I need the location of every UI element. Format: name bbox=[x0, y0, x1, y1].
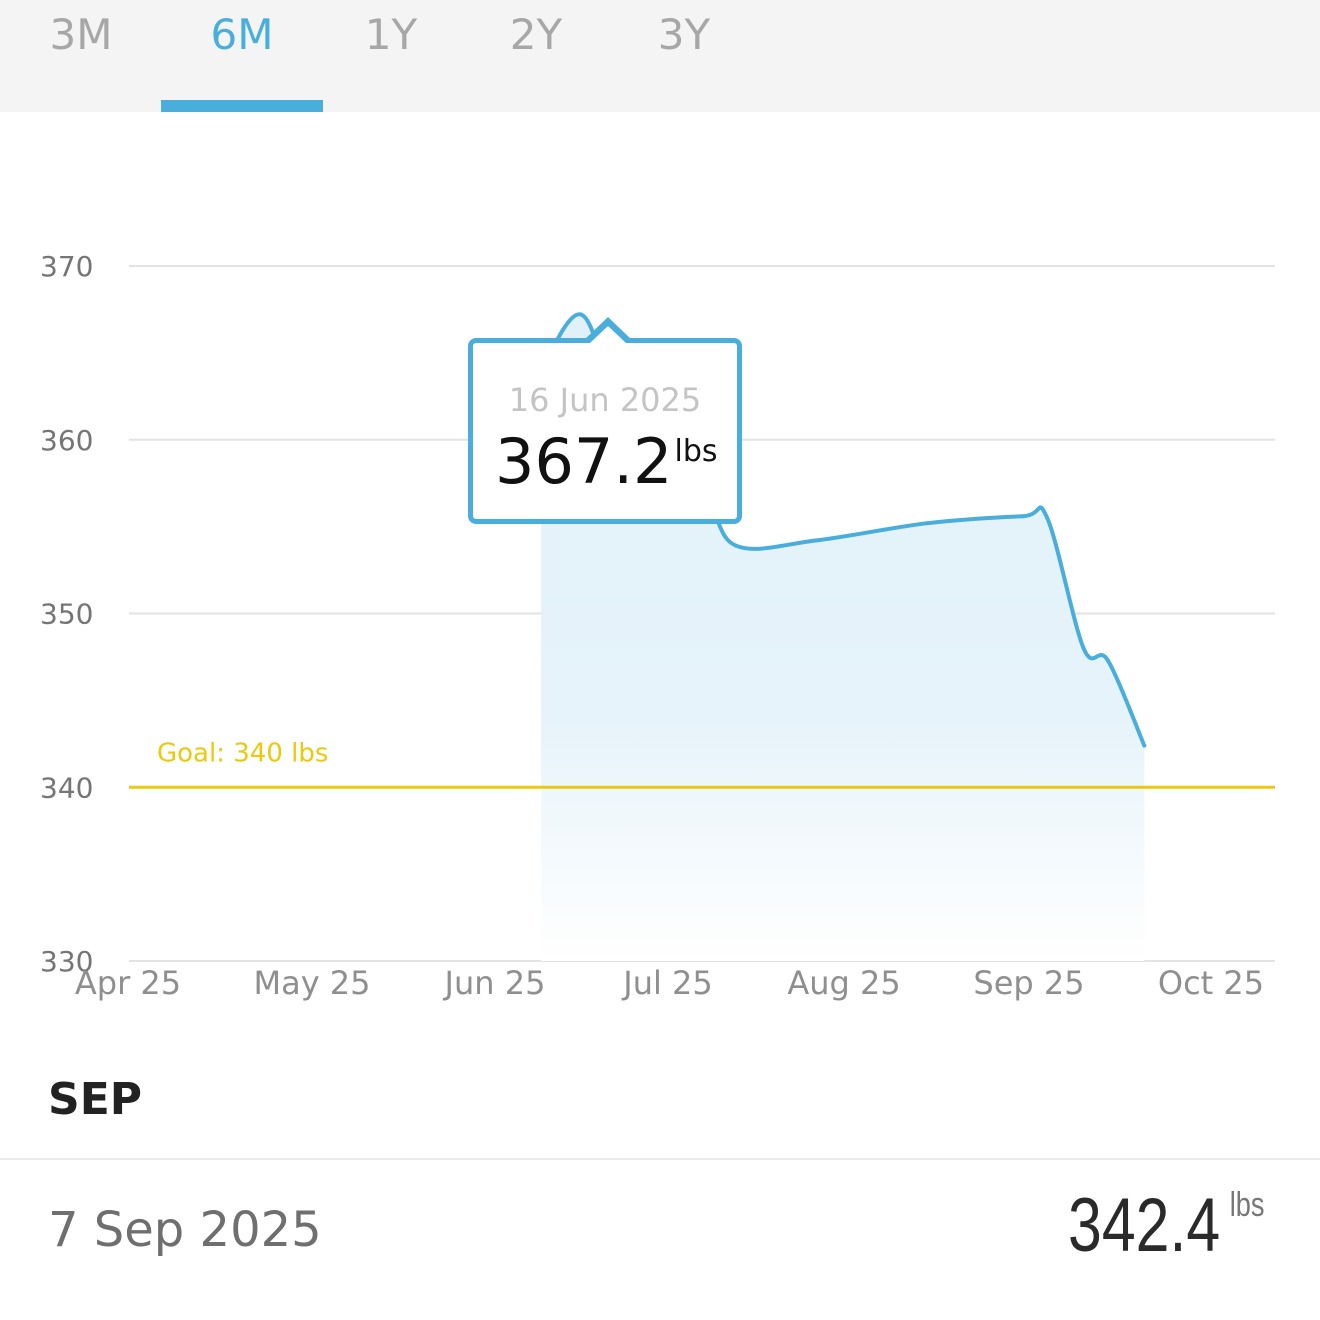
x-tick-label: Apr 25 bbox=[75, 964, 181, 1002]
tooltip-date: 16 Jun 2025 bbox=[508, 381, 702, 419]
tab-6m-label: 6M bbox=[210, 10, 274, 59]
entry-date: 7 Sep 2025 bbox=[48, 1202, 322, 1258]
period-tab-bar: 3M 6M 1Y 2Y 3Y bbox=[0, 0, 1320, 112]
weight-area-fill bbox=[541, 314, 1145, 961]
weight-data-point[interactable] bbox=[1142, 743, 1147, 748]
entry-weight-unit: lbs bbox=[1229, 1186, 1264, 1224]
y-tick-label: 330 bbox=[40, 945, 93, 978]
active-tab-indicator bbox=[161, 100, 323, 112]
y-axis-ticks: 330 340 350 360 370 bbox=[40, 250, 93, 978]
x-tick-label: May 25 bbox=[253, 964, 370, 1002]
weight-data-point[interactable] bbox=[813, 538, 818, 543]
x-axis-ticks: Apr 25 May 25 Jun 25 Jul 25 Aug 25 Sep 25 Oct … bbox=[75, 964, 1264, 1002]
x-tick-label: Jul 25 bbox=[621, 964, 713, 1002]
tooltip-pointer-fill bbox=[590, 326, 626, 343]
weight-data-point[interactable] bbox=[1081, 646, 1086, 651]
entry-weight-value: 342.4 bbox=[1067, 1183, 1220, 1268]
tab-6m[interactable]: 6M bbox=[161, 0, 323, 112]
x-tick-label: Aug 25 bbox=[787, 964, 900, 1002]
y-tick-label: 360 bbox=[40, 424, 93, 457]
tooltip-value-group: 367.2lbs bbox=[495, 425, 718, 498]
weight-chart[interactable]: Goal: 340 lbs 330 340 350 360 370 Apr 25 May … bbox=[0, 112, 1320, 1032]
weight-data-point[interactable] bbox=[1045, 515, 1050, 520]
weight-data-point[interactable] bbox=[925, 521, 930, 526]
weight-data-point[interactable] bbox=[1021, 514, 1026, 519]
x-tick-label: Oct 25 bbox=[1158, 964, 1264, 1002]
list-divider bbox=[0, 1158, 1320, 1160]
tab-2y[interactable]: 2Y bbox=[455, 0, 617, 112]
tab-2y-label: 2Y bbox=[509, 10, 563, 59]
goal-line-layer: Goal: 340 lbs bbox=[129, 738, 1275, 789]
data-point-tooltip: 16 Jun 2025 367.2lbs bbox=[468, 338, 742, 524]
weight-data-point[interactable] bbox=[1105, 658, 1110, 663]
chart-area-layer bbox=[541, 314, 1145, 961]
goal-label: Goal: 340 lbs bbox=[157, 738, 328, 768]
tooltip-unit: lbs bbox=[674, 434, 718, 469]
x-tick-label: Jun 25 bbox=[443, 964, 546, 1002]
weight-data-point[interactable] bbox=[579, 312, 584, 317]
y-tick-label: 350 bbox=[40, 598, 93, 631]
tab-3y-label: 3Y bbox=[657, 10, 711, 59]
month-heading: SEP bbox=[48, 1074, 142, 1125]
y-tick-label: 370 bbox=[40, 250, 93, 283]
weight-data-point[interactable] bbox=[734, 543, 739, 548]
tab-3y[interactable]: 3Y bbox=[603, 0, 765, 112]
y-tick-label: 340 bbox=[40, 771, 93, 804]
tab-1y-label: 1Y bbox=[364, 10, 418, 59]
tab-1y[interactable]: 1Y bbox=[310, 0, 472, 112]
tab-3m-label: 3M bbox=[49, 10, 113, 59]
tab-3m[interactable]: 3M bbox=[0, 0, 162, 112]
tooltip-value: 367.2 bbox=[495, 425, 673, 498]
x-tick-label: Sep 25 bbox=[973, 964, 1084, 1002]
